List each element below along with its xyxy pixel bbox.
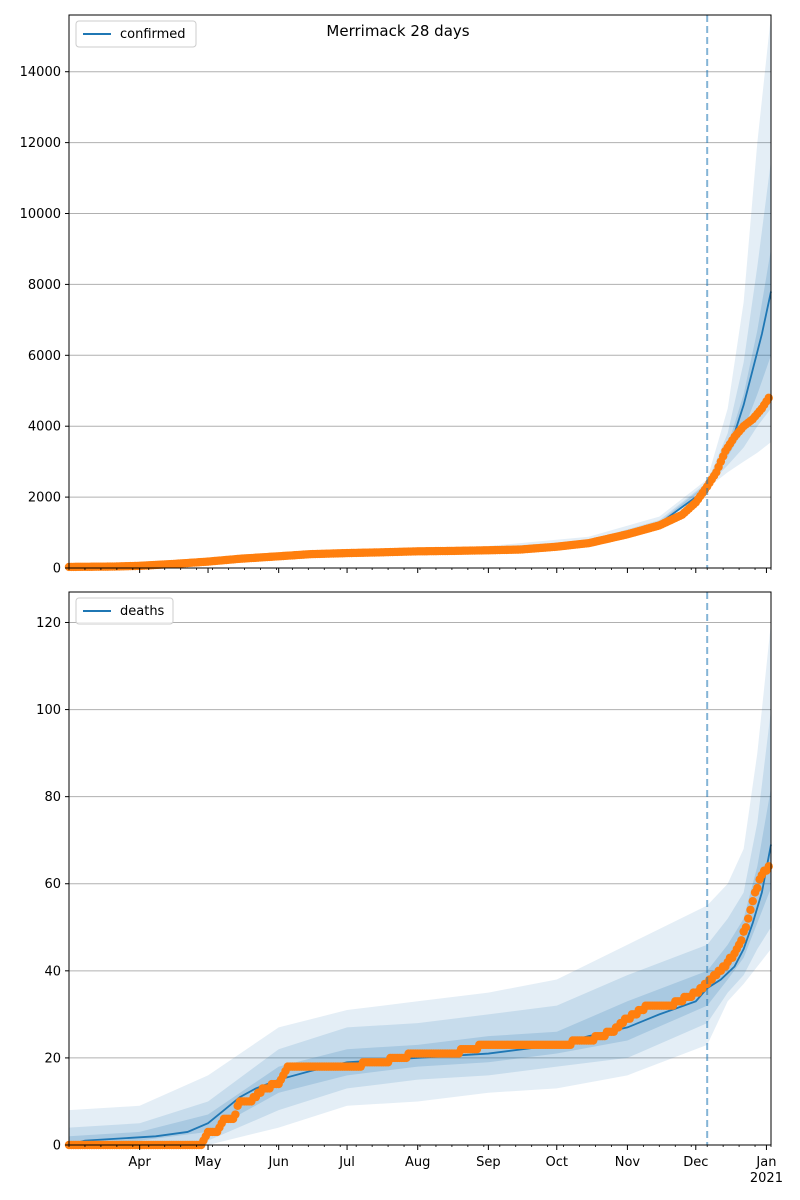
x-tick-label: May xyxy=(195,1155,222,1170)
x-tick-label: Jan xyxy=(755,1155,776,1170)
y-tick-label: 20 xyxy=(44,1051,61,1066)
y-tick-label: 10000 xyxy=(20,207,61,222)
legend-box xyxy=(75,20,197,48)
series-line-deaths xyxy=(68,844,772,1146)
y-tick-label: 80 xyxy=(44,790,61,805)
y-tick-label: 12000 xyxy=(20,136,61,151)
legend-label-deaths: deaths xyxy=(120,604,165,619)
y-tick-label: 60 xyxy=(44,877,61,892)
deaths-panel: 0 20 40 60 80 100 120 Apr May Jun Jul Aug Sep Oct Nov D… xyxy=(36,591,783,1186)
y-tick-label: 4000 xyxy=(28,420,61,435)
uncertainty-band-outer xyxy=(69,622,771,1145)
x-tick-label: Oct xyxy=(546,1155,568,1170)
confirmed-legend: confirmed xyxy=(75,20,197,48)
uncertainty-band-outer xyxy=(69,15,771,568)
confirmed-panel: 0 2000 4000 6000 8000 10000 12000 14000 Merrima… xyxy=(20,14,773,577)
x-tick-label: Jun xyxy=(268,1155,289,1170)
y-tick-label: 2000 xyxy=(28,491,61,506)
legend-label-confirmed: confirmed xyxy=(120,27,186,42)
observed-point xyxy=(737,936,746,945)
x-tick-label: Aug xyxy=(405,1155,430,1170)
confirmed-uncertainty-bands xyxy=(69,15,771,568)
uncertainty-band-middle xyxy=(69,160,771,568)
x-year-label: 2021 xyxy=(750,1171,783,1186)
observed-point xyxy=(764,393,773,403)
legend-box xyxy=(75,597,174,625)
chart-title: Merrimack 28 days xyxy=(326,22,469,40)
y-tick-label: 8000 xyxy=(28,278,61,293)
deaths-axes: 0 20 40 60 80 100 120 Apr May Jun Jul Aug Sep Oct Nov D… xyxy=(36,591,783,1186)
x-tick-label: Apr xyxy=(128,1155,151,1170)
observed-point xyxy=(746,905,755,915)
observed-point xyxy=(744,914,753,923)
y-tick-label: 0 xyxy=(53,562,61,577)
axes-frame xyxy=(68,14,772,569)
observed-point xyxy=(741,923,751,932)
y-tick-label: 100 xyxy=(36,703,61,718)
x-tick-label: Sep xyxy=(476,1155,501,1170)
confirmed-axes: 0 2000 4000 6000 8000 10000 12000 14000 xyxy=(20,14,772,577)
observed-point xyxy=(753,883,762,893)
deaths-model-line xyxy=(68,844,772,1146)
y-tick-label: 40 xyxy=(44,964,61,979)
x-tick-label: Jul xyxy=(338,1155,355,1170)
deaths-legend: deaths xyxy=(75,597,174,625)
deaths-observed-points xyxy=(64,862,773,1150)
x-tick-label: Nov xyxy=(615,1155,641,1170)
x-tick-label: Dec xyxy=(683,1155,708,1170)
y-tick-label: 120 xyxy=(36,616,61,631)
y-tick-label: 14000 xyxy=(20,65,61,80)
observed-point xyxy=(764,862,773,871)
y-tick-label: 6000 xyxy=(28,349,61,364)
y-tick-label: 0 xyxy=(53,1139,61,1154)
confirmed-y-grid xyxy=(69,71,771,498)
confirmed-observed-points xyxy=(64,393,773,572)
observed-point xyxy=(748,896,757,906)
observed-point xyxy=(231,1110,240,1119)
